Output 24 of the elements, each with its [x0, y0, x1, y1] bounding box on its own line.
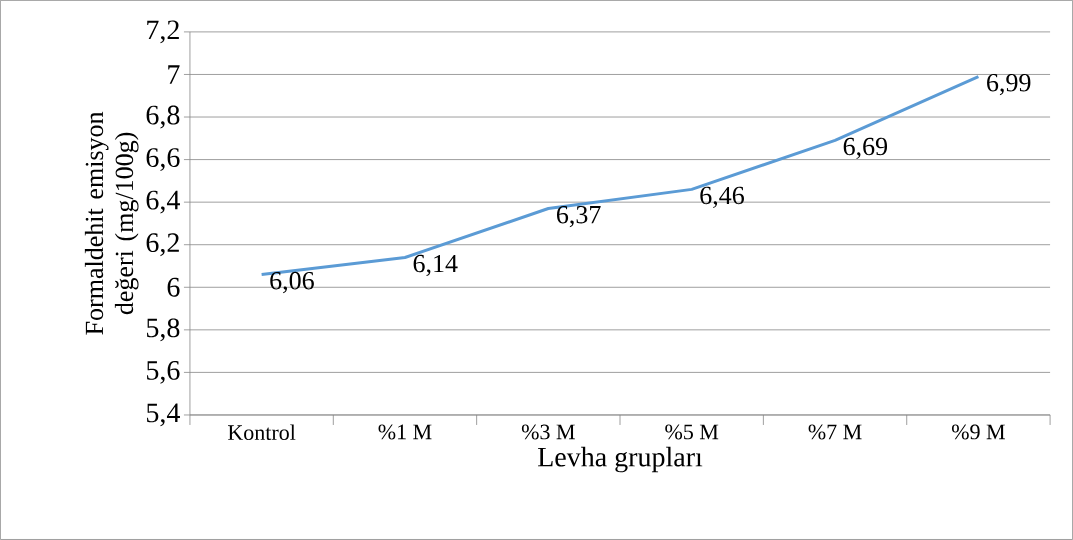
y-tick-label: 7 — [168, 65, 180, 84]
x-tick-label: %1 M — [378, 424, 432, 440]
y-tick-label: 5,8 — [147, 318, 180, 342]
y-tick-label: 6,2 — [146, 233, 179, 257]
y-tick-label: 7,2 — [147, 20, 179, 44]
y-tick-label: 6,4 — [146, 190, 180, 214]
data-label: 6,46 — [700, 186, 744, 209]
x-tick-label: %7 M — [808, 424, 862, 440]
y-tick-label: 6,6 — [146, 148, 180, 172]
x-axis-title: Levha grupları — [538, 446, 703, 473]
x-tick-label: %9 M — [951, 424, 1005, 440]
data-label: 6,37 — [556, 205, 601, 228]
data-label: 6,14 — [413, 254, 458, 277]
y-tick-label: 6,8 — [146, 105, 180, 129]
y-axis-title: Formaldehit emisyon değeri (mg/100g) — [84, 111, 139, 335]
y-tick-label: 5,6 — [147, 361, 180, 384]
data-label: 6,99 — [987, 74, 1031, 96]
y-tick-label: 5,4 — [147, 403, 180, 427]
data-label: 6,69 — [843, 137, 888, 160]
x-tick-label: Kontrol — [228, 424, 296, 441]
x-tick-label: %5 M — [665, 424, 719, 440]
y-tick-label: 6 — [167, 277, 180, 297]
x-tick-label: %3 M — [521, 424, 575, 440]
data-label: 6,06 — [270, 271, 314, 294]
